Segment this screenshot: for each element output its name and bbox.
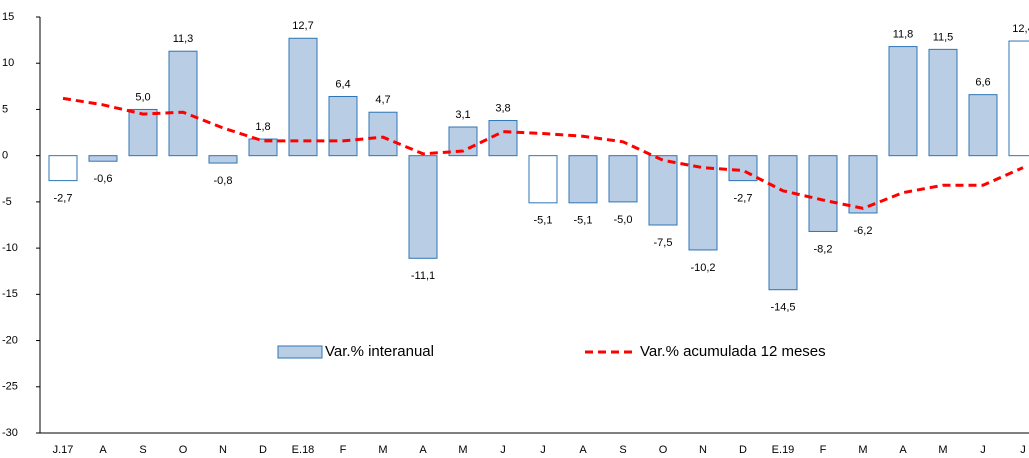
x-tick-label: O xyxy=(179,444,188,456)
data-label: 11,3 xyxy=(173,33,194,45)
data-label: 11,8 xyxy=(893,28,914,40)
data-label: -6,2 xyxy=(854,225,873,237)
bar xyxy=(968,94,998,157)
x-tick-label: J xyxy=(540,444,546,456)
y-tick-label: 0 xyxy=(2,150,8,162)
data-label: -14,5 xyxy=(770,302,795,314)
x-tick-label: M xyxy=(378,444,387,456)
x-tick-label: N xyxy=(219,444,227,456)
bar xyxy=(648,155,678,226)
x-tick-label: J xyxy=(1020,444,1026,456)
x-tick-label: J.17 xyxy=(53,444,74,456)
data-label: -7,5 xyxy=(654,237,673,249)
data-label: -5,0 xyxy=(614,214,633,226)
bar xyxy=(128,108,158,157)
x-tick-label: S xyxy=(139,444,146,456)
x-tick-label: A xyxy=(899,444,907,456)
data-label: 3,1 xyxy=(455,109,470,121)
bar xyxy=(88,155,118,162)
x-tick-label: E.19 xyxy=(772,444,795,456)
data-label: -5,1 xyxy=(574,215,593,227)
data-label: 1,8 xyxy=(255,121,270,133)
data-label: 4,7 xyxy=(375,94,390,106)
data-label: -5,1 xyxy=(534,215,553,227)
x-tick-label: A xyxy=(579,444,587,456)
bar xyxy=(408,155,438,259)
y-tick-label: -20 xyxy=(2,334,18,346)
line xyxy=(62,96,1024,210)
y-tick-label: -10 xyxy=(2,242,18,254)
bar xyxy=(808,155,838,232)
y-tick-label: 10 xyxy=(2,57,14,69)
x-tick-label: M xyxy=(458,444,467,456)
data-label: 11,5 xyxy=(933,31,954,43)
x-tick-label: E.18 xyxy=(292,444,315,456)
bar xyxy=(1008,40,1029,157)
x-tick-label: O xyxy=(659,444,668,456)
x-tick-label: S xyxy=(619,444,626,456)
data-label: 12,4 xyxy=(1012,23,1029,35)
y-tick-label: -25 xyxy=(2,381,18,393)
bar xyxy=(248,138,278,157)
x-tick-label: F xyxy=(340,444,347,456)
bar xyxy=(488,120,518,157)
data-label: -8,2 xyxy=(814,243,833,255)
bar xyxy=(328,96,358,157)
data-label: 5,0 xyxy=(135,91,150,103)
legend-label: Var.% interanual xyxy=(325,343,434,360)
x-tick-label: J xyxy=(980,444,986,456)
y-tick-label: 5 xyxy=(2,103,8,115)
data-label: 3,8 xyxy=(495,102,510,114)
x-tick-label: A xyxy=(419,444,427,456)
bar xyxy=(728,155,758,182)
bar xyxy=(48,155,78,182)
y-tick-label: 15 xyxy=(2,11,14,23)
data-label: -2,7 xyxy=(734,193,753,205)
bar xyxy=(528,155,558,204)
x-tick-label: M xyxy=(938,444,947,456)
x-tick-label: D xyxy=(739,444,747,456)
bar xyxy=(288,37,318,157)
y-tick-label: -5 xyxy=(2,196,12,208)
bar xyxy=(888,46,918,157)
data-label: 12,7 xyxy=(292,20,313,32)
x-tick-label: F xyxy=(820,444,827,456)
data-label: -2,7 xyxy=(54,193,73,205)
x-tick-label: M xyxy=(858,444,867,456)
data-label: 6,6 xyxy=(975,77,990,89)
bar xyxy=(768,155,798,291)
legend-label: Var.% acumulada 12 meses xyxy=(640,343,826,360)
y-tick-label: -15 xyxy=(2,288,18,300)
x-tick-label: J xyxy=(500,444,506,456)
legend-swatch xyxy=(277,345,323,359)
y-tick-label: -30 xyxy=(2,427,18,439)
bar xyxy=(168,50,198,157)
x-tick-label: D xyxy=(259,444,267,456)
data-label: -0,8 xyxy=(214,175,233,187)
bar xyxy=(568,155,598,204)
data-label: -11,1 xyxy=(411,270,435,282)
data-label: 6,4 xyxy=(335,78,350,90)
bar xyxy=(368,111,398,157)
bar xyxy=(928,48,958,157)
bar xyxy=(688,155,718,251)
bar xyxy=(208,155,238,164)
bar xyxy=(608,155,638,203)
data-label: -10,2 xyxy=(690,262,715,274)
data-label: -0,6 xyxy=(94,173,113,185)
x-tick-label: A xyxy=(99,444,107,456)
x-tick-label: N xyxy=(699,444,707,456)
